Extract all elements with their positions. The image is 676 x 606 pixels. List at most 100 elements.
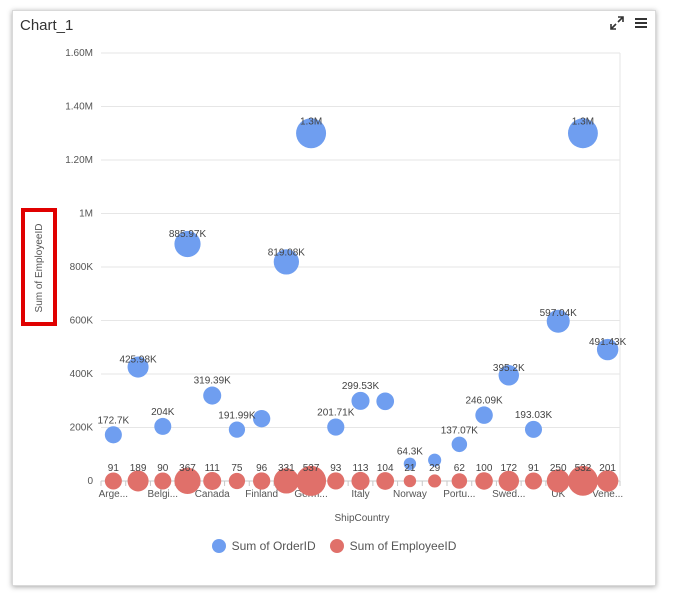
legend-marker-series1 [211,539,226,553]
y-tick-label: 1.60M [65,48,93,59]
bubble-employee[interactable] [203,471,222,490]
bubble-order[interactable] [498,365,520,386]
bubble-order[interactable] [351,391,370,410]
x-axis-ticks: Arge...Belgi...CanadaFinlandGerm...Italy… [99,481,623,500]
bubble-order[interactable] [273,249,299,275]
legend-label-series2: Sum of EmployeeID [349,539,457,553]
bubble-order[interactable] [546,309,570,333]
bubble-order[interactable] [403,457,417,470]
data-label: 91 [108,463,120,474]
x-tick-label: Vene... [592,489,623,500]
bubble-employee[interactable] [596,470,619,492]
widget-toolbar [609,15,649,31]
y-tick-label: 1M [79,209,93,220]
data-label: 819.08K [268,247,306,258]
data-label: 885.97K [169,229,207,240]
data-label: 96 [256,463,268,474]
data-label: 62 [454,463,466,474]
data-label: 395.2K [493,363,525,374]
bubble-order[interactable] [475,406,493,424]
data-label: 172 [500,463,517,474]
bubble-order[interactable] [327,418,345,436]
data-label: 100 [476,463,493,474]
x-tick-label: Italy [351,489,369,500]
data-label: 246.09K [465,395,503,406]
bubble-employee[interactable] [403,474,417,488]
bubble-employee[interactable] [475,472,493,490]
x-tick-label: Belgi... [147,489,178,500]
x-tick-label: Finland [245,489,278,500]
bubble-employee[interactable] [567,465,598,496]
bubble-order[interactable] [567,118,598,149]
data-label: 191.99K [218,411,256,422]
data-label: 319.39K [194,376,232,387]
x-tick-label: Canada [195,489,230,500]
data-label: 172.7K [98,415,130,426]
x-tick-label: UK [551,489,565,500]
y-tick-label: 1.40M [65,102,93,113]
bubble-order[interactable] [252,410,271,428]
bubble-order[interactable] [174,230,201,258]
bubble-employee[interactable] [451,473,468,489]
bubble-employee[interactable] [104,472,122,490]
bubble-employee[interactable] [351,471,370,491]
data-label: 299.53K [342,381,380,392]
bubble-employee[interactable] [154,472,172,490]
bubble-employee[interactable] [228,472,246,490]
bubble-order[interactable] [203,386,222,405]
bubble-employee[interactable] [428,474,442,488]
bubble-employee[interactable] [174,467,201,494]
data-label: 537 [303,463,320,474]
bubble-employee[interactable] [546,469,570,493]
bubble-order[interactable] [596,338,619,361]
legend-label-series1: Sum of OrderID [231,539,316,553]
bubble-order[interactable] [154,417,172,435]
data-label: 331 [278,463,295,474]
data-label: 597.04K [540,308,578,319]
data-label: 201 [599,463,616,474]
x-tick-label: Norway [393,489,427,500]
bubble-order[interactable] [451,436,468,453]
data-label: 91 [528,463,540,474]
data-label: 113 [353,463,369,474]
data-label: 104 [377,463,394,474]
data-label: 250 [550,463,567,474]
bubble-employee[interactable] [296,465,327,496]
bubble-employee[interactable] [273,468,299,494]
bubble-employee[interactable] [498,470,520,492]
bubble-employee[interactable] [327,472,345,490]
data-label: 64.3K [397,447,423,458]
bubble-employee[interactable] [524,472,543,490]
bubble-order[interactable] [228,421,246,438]
data-labels: 172.7K 425.98K 204K 885.97K 319.39K 191.99K 81… [98,116,627,474]
data-label: 532 [575,463,592,474]
bubble-employee[interactable] [376,472,395,490]
bubble-order[interactable] [127,356,149,378]
widget-title: Chart_1 [20,17,74,34]
data-label: 90 [157,463,169,474]
data-label: 21 [404,463,416,474]
y-tick-label: 600K [70,316,94,327]
bubble-order[interactable] [296,118,327,149]
hamburger-menu-icon[interactable] [633,15,649,31]
bubble-order[interactable] [524,420,543,438]
data-label: 111 [205,463,221,474]
expand-icon[interactable] [609,15,625,31]
data-label: 29 [429,463,441,474]
x-tick-label: Arge... [99,489,128,500]
y-tick-label: 400K [70,369,94,380]
data-label: 425.98K [119,355,157,366]
bubble-order[interactable] [104,426,122,444]
legend-item-series2[interactable]: Sum of EmployeeID [329,539,457,553]
bubble-employee[interactable] [127,470,149,492]
data-label: 491.43K [589,337,627,348]
y-tick-label: 0 [87,476,93,487]
y-axis-ticks: 0 200K 400K 600K 800K 1M 1.20M 1.40M 1.60M [65,48,93,487]
legend-marker-series2 [329,539,344,553]
bubbles [104,118,619,496]
bubble-employee[interactable] [252,472,271,490]
bubble-order[interactable] [376,392,395,411]
y-tick-label: 800K [70,262,94,273]
legend-item-series1[interactable]: Sum of OrderID [211,539,316,553]
bubble-order[interactable] [428,453,442,467]
